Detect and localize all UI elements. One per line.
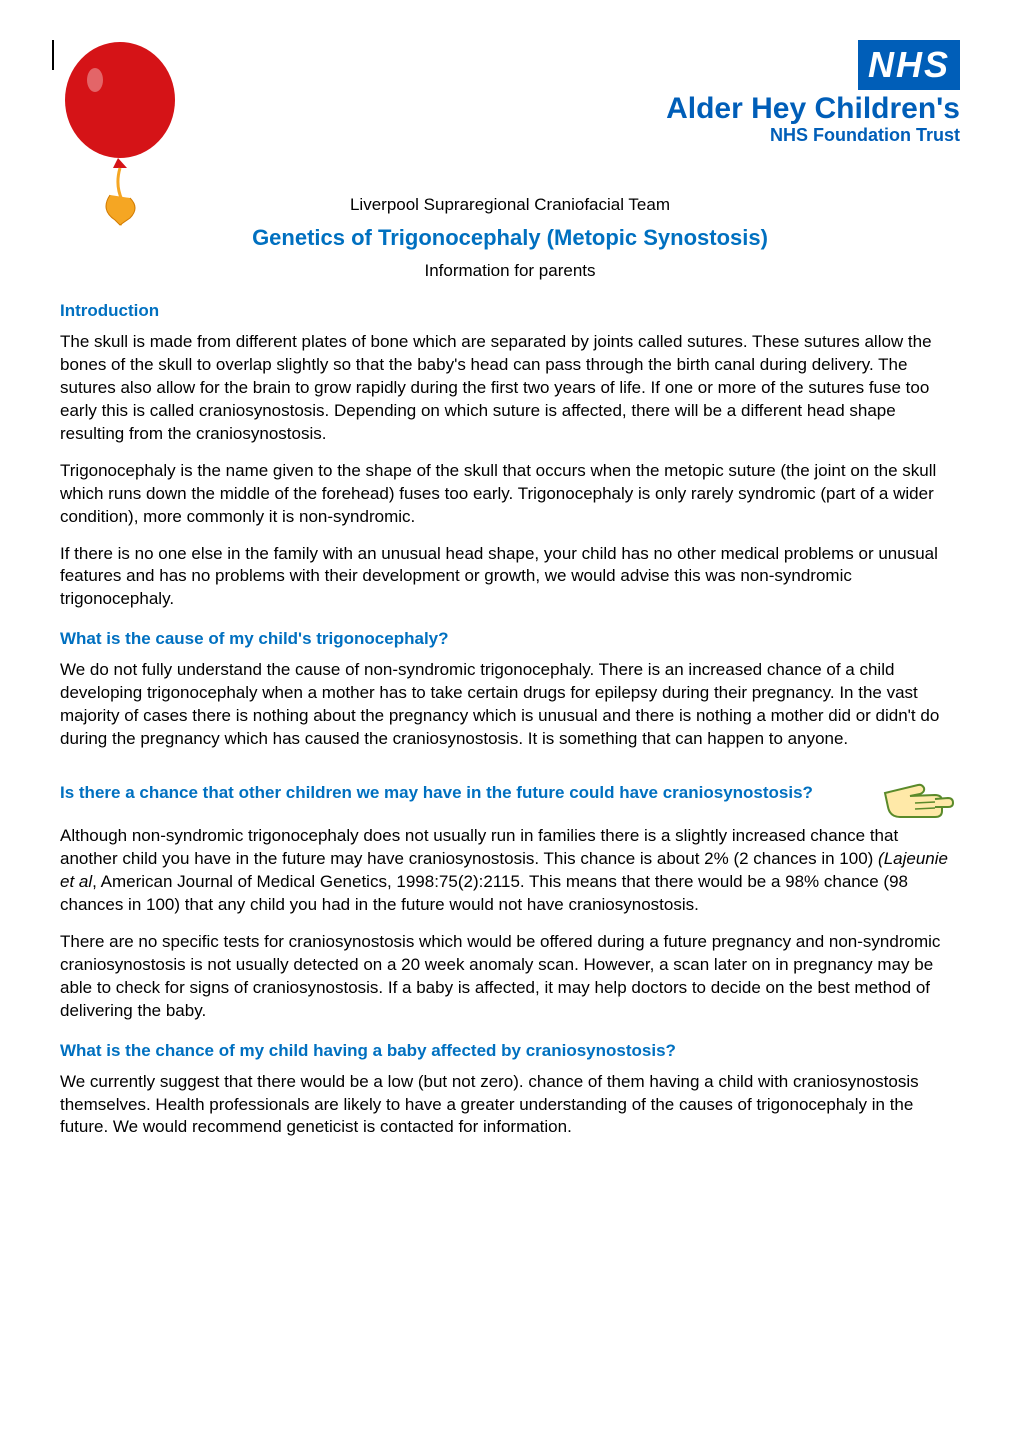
nhs-logo: NHS Alder Hey Children's NHS Foundation …	[666, 40, 960, 146]
doc-title: Genetics of Trigonocephaly (Metopic Syno…	[60, 225, 960, 251]
margin-revision-bar	[52, 40, 54, 70]
body-paragraph: If there is no one else in the family wi…	[60, 543, 960, 612]
body-paragraph: Trigonocephaly is the name given to the …	[60, 460, 960, 529]
doc-subtitle: Information for parents	[60, 261, 960, 281]
body-paragraph: The skull is made from different plates …	[60, 331, 960, 446]
page-container: NHS Alder Hey Children's NHS Foundation …	[0, 0, 1020, 1442]
title-block: Liverpool Supraregional Craniofacial Tea…	[60, 195, 960, 281]
text-span: , American Journal of Medical Genetics, …	[60, 872, 908, 914]
balloon-logo	[60, 40, 190, 245]
text-span: Although non-syndromic trigonocephaly do…	[60, 826, 898, 868]
section-heading-child-baby: What is the chance of my child having a …	[60, 1041, 960, 1061]
nhs-box: NHS	[858, 40, 960, 90]
team-line: Liverpool Supraregional Craniofacial Tea…	[60, 195, 960, 215]
heading-with-icon-row: Is there a chance that other children we…	[60, 765, 960, 825]
body-paragraph: We currently suggest that there would be…	[60, 1071, 960, 1140]
section-heading-introduction: Introduction	[60, 301, 960, 321]
nhs-sub-name: NHS Foundation Trust	[666, 125, 960, 146]
body-paragraph: There are no specific tests for craniosy…	[60, 931, 960, 1023]
nhs-org-name: Alder Hey Children's	[666, 92, 960, 125]
section-heading-cause: What is the cause of my child's trigonoc…	[60, 629, 960, 649]
body-paragraph: We do not fully understand the cause of …	[60, 659, 960, 751]
body-paragraph: Although non-syndromic trigonocephaly do…	[60, 825, 960, 917]
balloon-icon	[60, 40, 190, 240]
nhs-box-text: NHS	[868, 44, 950, 85]
pointing-hand-icon	[880, 765, 960, 825]
section-heading-future-children: Is there a chance that other children we…	[60, 783, 860, 803]
